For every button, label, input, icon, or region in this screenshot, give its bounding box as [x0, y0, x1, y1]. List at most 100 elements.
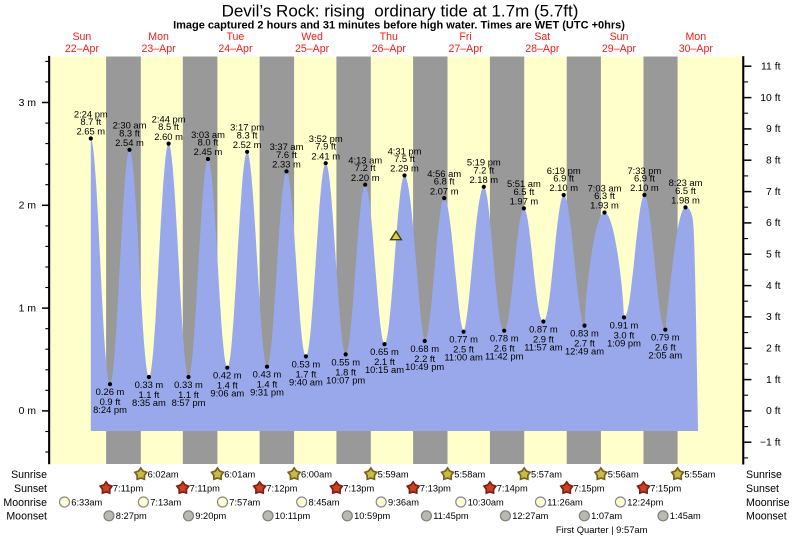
svg-text:0.68 m: 0.68 m: [410, 343, 439, 354]
svg-text:0.26 m: 0.26 m: [96, 386, 125, 397]
svg-text:10:11pm: 10:11pm: [275, 511, 311, 521]
svg-text:7.2 ft: 7.2 ft: [473, 164, 494, 175]
svg-text:8.7 ft: 8.7 ft: [80, 116, 101, 127]
svg-text:6:02am: 6:02am: [148, 470, 179, 480]
svg-text:2:30 am: 2:30 am: [113, 120, 147, 131]
svg-text:7:13pm: 7:13pm: [343, 484, 374, 494]
svg-text:1.97 m: 1.97 m: [510, 196, 539, 207]
svg-text:6.8 ft: 6.8 ft: [434, 176, 455, 187]
svg-text:6:00am: 6:00am: [301, 470, 332, 480]
svg-text:Moonset: Moonset: [6, 511, 47, 523]
svg-text:25–Apr: 25–Apr: [295, 43, 330, 55]
svg-text:2.6 ft: 2.6 ft: [494, 343, 515, 354]
svg-text:2.9 ft: 2.9 ft: [533, 333, 554, 344]
svg-text:11:57 am: 11:57 am: [524, 341, 563, 352]
svg-text:2.29 m: 2.29 m: [390, 163, 419, 174]
svg-text:0.9 ft: 0.9 ft: [100, 396, 121, 407]
svg-text:7:14pm: 7:14pm: [497, 484, 528, 494]
svg-text:2.41 m: 2.41 m: [311, 150, 340, 161]
svg-text:27–Apr: 27–Apr: [449, 43, 484, 55]
svg-text:6.9 ft: 6.9 ft: [634, 173, 655, 184]
svg-text:Moonrise: Moonrise: [3, 497, 47, 509]
svg-text:7:12pm: 7:12pm: [266, 484, 297, 494]
svg-text:11:00 am: 11:00 am: [444, 352, 483, 363]
svg-text:2.60 m: 2.60 m: [154, 131, 183, 142]
svg-text:6 ft: 6 ft: [766, 218, 781, 229]
svg-text:10 ft: 10 ft: [760, 93, 780, 104]
svg-text:7:03 am: 7:03 am: [588, 182, 622, 193]
svg-text:7:13am: 7:13am: [150, 497, 181, 507]
svg-text:Devil’s Rock: rising ordinary: Devil’s Rock: rising ordinary tide at 1.…: [222, 2, 579, 21]
svg-text:7 ft: 7 ft: [766, 187, 781, 198]
svg-text:1.1 ft: 1.1 ft: [138, 389, 159, 400]
svg-text:7:15pm: 7:15pm: [574, 484, 605, 494]
svg-text:10:07 pm: 10:07 pm: [326, 374, 365, 385]
svg-text:9 ft: 9 ft: [766, 124, 781, 135]
svg-text:2 ft: 2 ft: [766, 344, 781, 355]
svg-text:1:09 pm: 1:09 pm: [607, 337, 641, 348]
svg-text:0.83 m: 0.83 m: [570, 328, 599, 339]
svg-text:9:20pm: 9:20pm: [195, 511, 226, 521]
svg-text:7.9 ft: 7.9 ft: [315, 141, 336, 152]
svg-text:Sunrise: Sunrise: [746, 469, 782, 481]
svg-text:1.1 ft: 1.1 ft: [178, 389, 199, 400]
svg-text:8:24 pm: 8:24 pm: [93, 404, 127, 415]
svg-text:Fri: Fri: [459, 31, 471, 43]
svg-text:8:57 pm: 8:57 pm: [172, 397, 206, 408]
svg-text:2.10 m: 2.10 m: [549, 182, 578, 193]
svg-text:2.65 m: 2.65 m: [76, 126, 105, 137]
svg-text:1.4 ft: 1.4 ft: [257, 379, 278, 390]
svg-text:12:49 am: 12:49 am: [565, 346, 604, 357]
svg-text:5:51 am: 5:51 am: [507, 178, 541, 189]
svg-text:5:59am: 5:59am: [378, 470, 409, 480]
svg-text:Moonrise: Moonrise: [746, 497, 790, 509]
svg-text:2.54 m: 2.54 m: [115, 137, 144, 148]
svg-text:6:01am: 6:01am: [224, 470, 255, 480]
svg-text:8:23 am: 8:23 am: [669, 177, 703, 188]
svg-text:5 ft: 5 ft: [766, 250, 781, 261]
svg-text:5:19 pm: 5:19 pm: [467, 157, 501, 168]
svg-text:10:15 am: 10:15 am: [365, 364, 404, 375]
svg-text:5:58am: 5:58am: [454, 470, 485, 480]
svg-text:2.33 m: 2.33 m: [272, 159, 301, 170]
svg-text:26–Apr: 26–Apr: [372, 43, 407, 55]
svg-text:Sun: Sun: [72, 31, 91, 43]
svg-text:2.2 ft: 2.2 ft: [414, 353, 435, 364]
svg-text:0.33 m: 0.33 m: [174, 379, 203, 390]
svg-text:0.42 m: 0.42 m: [213, 370, 242, 381]
svg-text:10:49 pm: 10:49 pm: [405, 361, 444, 372]
svg-text:Moonset: Moonset: [746, 511, 787, 523]
svg-text:8.0 ft: 8.0 ft: [198, 137, 219, 148]
svg-text:28–Apr: 28–Apr: [525, 43, 560, 55]
svg-text:7:13pm: 7:13pm: [420, 484, 451, 494]
svg-text:3:17 pm: 3:17 pm: [230, 122, 264, 133]
svg-text:12:27am: 12:27am: [512, 511, 548, 521]
svg-text:8.3 ft: 8.3 ft: [237, 129, 258, 140]
svg-text:Mon: Mon: [148, 31, 169, 43]
svg-text:2.7 ft: 2.7 ft: [574, 338, 595, 349]
svg-text:3:37 am: 3:37 am: [270, 141, 304, 152]
svg-text:8:27pm: 8:27pm: [116, 511, 147, 521]
svg-text:Thu: Thu: [380, 31, 398, 43]
svg-text:7:57am: 7:57am: [229, 497, 260, 507]
svg-text:0.79 m: 0.79 m: [651, 332, 680, 343]
svg-text:Sunrise: Sunrise: [11, 469, 47, 481]
svg-text:11:45pm: 11:45pm: [433, 511, 469, 521]
svg-text:30–Apr: 30–Apr: [679, 43, 714, 55]
svg-text:3:03 am: 3:03 am: [191, 129, 225, 140]
svg-text:2:05 am: 2:05 am: [648, 350, 682, 361]
svg-text:7:15pm: 7:15pm: [650, 484, 681, 494]
svg-text:11:42 pm: 11:42 pm: [485, 351, 524, 362]
svg-text:1.93 m: 1.93 m: [590, 200, 619, 211]
svg-text:3:52 pm: 3:52 pm: [309, 133, 343, 144]
svg-text:First Quarter | 9:57am: First Quarter | 9:57am: [556, 524, 648, 535]
svg-text:8.5 ft: 8.5 ft: [158, 121, 179, 132]
svg-text:4:31 pm: 4:31 pm: [388, 145, 422, 156]
svg-text:0.78 m: 0.78 m: [490, 333, 519, 344]
svg-text:10:30am: 10:30am: [468, 497, 504, 507]
svg-text:7.2 ft: 7.2 ft: [355, 162, 376, 173]
svg-text:8:45am: 8:45am: [309, 497, 340, 507]
svg-text:2:24 pm: 2:24 pm: [74, 108, 108, 119]
svg-text:2.1 ft: 2.1 ft: [374, 356, 395, 367]
svg-text:7:33 pm: 7:33 pm: [627, 165, 661, 176]
